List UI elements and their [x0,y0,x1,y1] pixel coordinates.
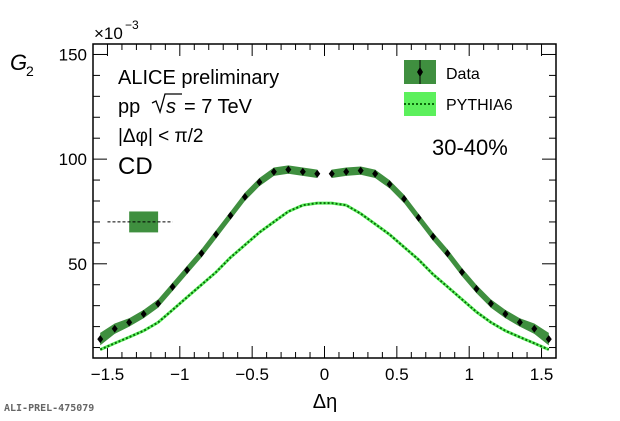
y-axis-label: G [10,50,27,75]
data-point [184,266,191,275]
y-tick-label: 100 [59,150,87,169]
data-point [473,284,480,293]
data-point [111,324,118,333]
series-data-band [331,166,549,346]
data-point [386,180,393,189]
data-point [516,318,523,327]
y-tick-label: 50 [68,255,87,274]
y-axis-label-subscript: 2 [26,63,34,79]
data-point [169,282,176,291]
series-pythia6-line [99,202,550,351]
annotation-energy: = 7 TeV [184,96,253,118]
data-point [401,194,408,203]
x-tick-label: 1 [464,365,473,384]
y-ticks: 50 100 150 [59,45,556,349]
data-point [198,249,205,258]
legend: Data PYTHIA6 [404,60,513,116]
annotation-system: pp [118,96,140,118]
series-pythia6-band [99,201,550,351]
data-point [328,169,335,178]
annotation-centrality: 30-40% [432,135,508,160]
data-point [372,169,379,178]
series-data-band [100,165,318,346]
data-point [357,166,364,175]
annotation-delta-phi-cut: |Δφ| < π/2 [118,126,204,147]
data-point [531,324,538,333]
data-point [502,310,509,319]
data-point [458,268,465,277]
data-point [444,249,451,258]
x-tick-label: −0.5 [235,365,269,384]
legend-data-marker [417,67,423,77]
data-point [430,232,437,241]
legend-data-label: Data [446,66,480,83]
data-point [270,167,277,176]
series-layer [97,165,552,351]
x-axis-label: Δη [313,391,337,413]
annotation-collaboration: ALICE preliminary [118,67,279,89]
data-point [212,230,219,239]
data-point [487,299,494,308]
annotation-sqrt-s: s [166,96,176,118]
x-ticks: −1.5 −1 −0.5 0 0.5 1 1.5 [91,44,557,384]
data-point [227,211,234,220]
data-point [415,213,422,222]
x-tick-label: 1.5 [530,365,554,384]
figure-id: ALI-PREL-475079 [4,403,95,414]
data-point [545,335,552,344]
x-tick-label: 0.5 [385,365,409,384]
data-point [97,335,104,344]
data-point [241,192,248,201]
data-point [343,167,350,176]
x-tick-label: −1 [170,365,189,384]
y-tick-label: 150 [59,45,87,64]
legend-pythia-label: PYTHIA6 [446,97,513,114]
x-tick-label: 0 [320,365,329,384]
data-point [155,299,162,308]
annotation-cd: CD [118,153,153,180]
data-point [256,178,263,187]
sqrt-icon [151,93,182,115]
data-point [314,169,321,178]
plot-frame [92,43,557,359]
data-point [299,167,306,176]
y-multiplier-base: ×10 [94,24,123,43]
x-tick-label: −1.5 [91,365,125,384]
y-multiplier-exponent: −3 [125,18,139,32]
data-point [140,310,147,319]
data-point [285,165,292,174]
data-point [126,318,133,327]
